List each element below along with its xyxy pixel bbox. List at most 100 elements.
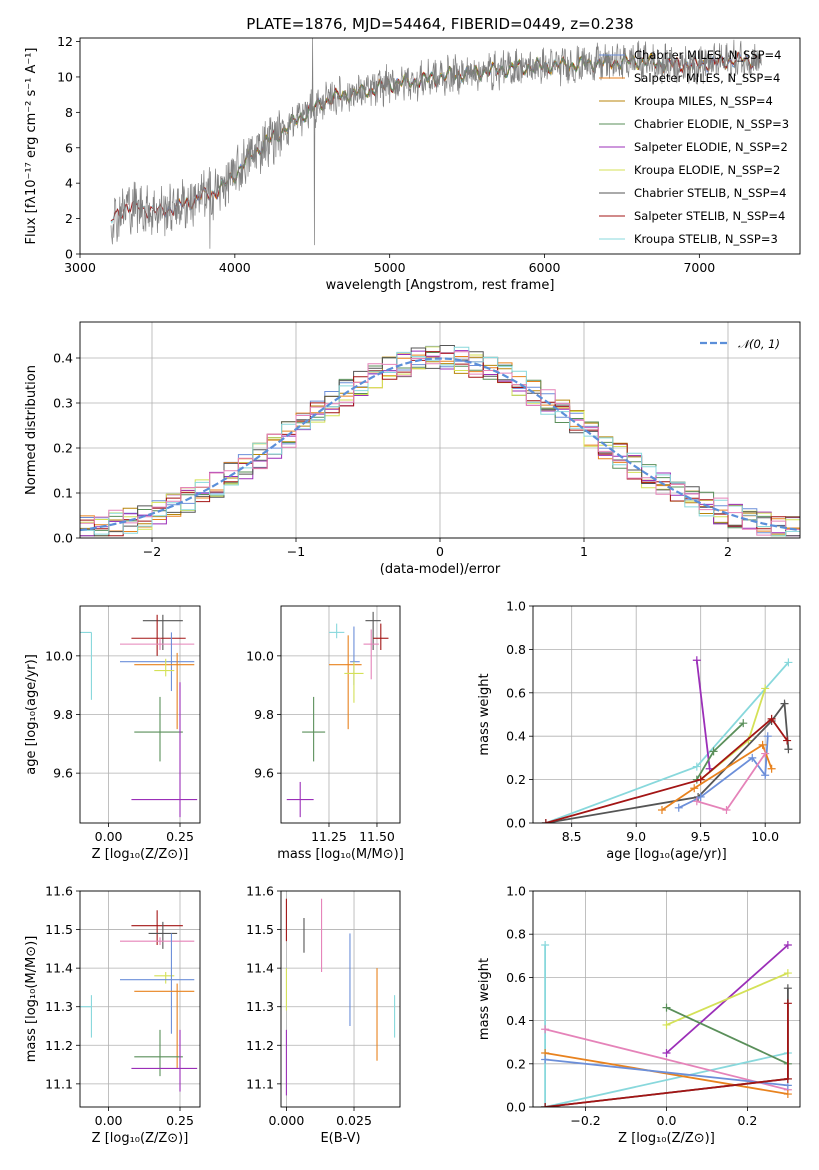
mass_age-panel: 11.25 11.50 9.6 9.8 10.0 mass [log₁₀(M/M⊙)] — [246, 605, 404, 862]
x-tick-label: 4000 — [219, 260, 251, 275]
weight-marker — [692, 656, 701, 665]
x-tick-label: 6000 — [529, 260, 561, 275]
x-tick-label: 0.00 — [95, 1113, 123, 1128]
x-tick-label: 9.0 — [626, 829, 646, 844]
data-point-chabrier-miles — [120, 632, 195, 692]
x-axis-label: Z [log₁₀(Z/Z⊙)] — [92, 1131, 189, 1146]
weight-marker — [739, 719, 748, 728]
y-tick-label: 0.2 — [506, 772, 526, 787]
y-tick-label: 10.0 — [45, 648, 73, 663]
y-tick-label: 11.2 — [45, 1038, 73, 1053]
weight-line-chabrier-stelib — [545, 701, 790, 823]
axes-frame — [532, 605, 801, 824]
ebv_mass-panel: 0.000 0.025 11.1 11.2 11.3 11.4 11.5 11.6 E(B-V) — [246, 884, 401, 1146]
y-tick-label: 11.3 — [246, 999, 274, 1014]
x-tick-label: 1 — [580, 544, 588, 559]
x-axis-label: (data-model)/error — [380, 562, 501, 577]
x-tick-label: −0.2 — [570, 1113, 600, 1128]
weight-marker — [758, 740, 767, 749]
weight-marker — [763, 732, 772, 741]
data-point-salpeter-stelib — [373, 623, 389, 650]
weight-marker — [784, 745, 793, 754]
y-tick-label: 0.4 — [53, 351, 73, 366]
weight-marker — [692, 797, 701, 806]
y-tick-label: 11.6 — [246, 884, 274, 899]
weight-line-pink — [544, 1028, 789, 1091]
weight-line-salpeter-miles — [661, 743, 773, 811]
residuals-panel: −2 −1 0 1 2 0.0 0.1 0.2 0.3 0.4 (data-model)/error… — [24, 321, 801, 577]
x-tick-label: 9.5 — [691, 829, 711, 844]
plot-area — [286, 611, 389, 818]
spectrum-panel: 3000 4000 5000 6000 7000 0 2 4 6 8 10 12 wavelength … — [24, 15, 801, 293]
weight-marker — [748, 753, 757, 762]
weight-marker — [541, 819, 550, 823]
weight-marker — [761, 684, 770, 693]
plot-area — [80, 614, 198, 818]
plot-area — [541, 941, 792, 1107]
axes-frame — [79, 890, 201, 1108]
weight-marker — [761, 749, 770, 758]
x-tick-label: 0.2 — [737, 1113, 757, 1128]
y-tick-label: 11.5 — [45, 922, 73, 937]
data-point-kroupa-stelib — [328, 623, 345, 639]
y-tick-label: 0.4 — [506, 1013, 526, 1028]
plot-area — [541, 656, 793, 823]
data-point-salpeter-elodie — [131, 1029, 198, 1092]
x-tick-label: −2 — [143, 544, 161, 559]
x-tick-label: −1 — [287, 544, 305, 559]
y-axis-label: age [log₁₀(age/yr)] — [24, 654, 39, 775]
weight-marker — [662, 1049, 671, 1057]
data-point-salpeter-miles — [134, 652, 195, 730]
x-tick-label: 0.25 — [166, 829, 194, 844]
y-tick-label: 8 — [65, 105, 73, 120]
y-tick-label: 11.1 — [45, 1076, 73, 1091]
y-tick-label: 0.8 — [506, 642, 526, 657]
y-tick-label: 6 — [65, 140, 73, 155]
data-point-chabrier-miles — [120, 933, 195, 1034]
axes-frame — [79, 605, 201, 824]
legend-entry-chabrier-elodie: Chabrier ELODIE, N_SSP=3 — [634, 117, 789, 131]
plot-area — [80, 910, 198, 1092]
y-tick-label: 0.0 — [506, 816, 526, 831]
weight-marker — [767, 714, 776, 723]
weight-marker — [541, 941, 550, 949]
data-point-pink — [120, 638, 195, 650]
normal-distribution-curve — [80, 357, 798, 532]
axes-frame — [532, 890, 801, 1108]
weight-line-kroupa-elodie — [666, 972, 789, 1026]
axes-frame — [280, 890, 401, 1108]
weight-marker — [541, 1055, 550, 1064]
y-tick-label: 0.0 — [506, 1100, 526, 1115]
plot-area — [80, 345, 800, 537]
x-axis-label: age [log₁₀(age/yr)] — [606, 847, 727, 862]
data-point-chabrier-stelib — [142, 614, 183, 650]
y-tick-label: 11.5 — [246, 922, 274, 937]
x-tick-label: 3000 — [64, 260, 96, 275]
weight-line-chabrier-elodie — [666, 1006, 789, 1065]
data-point-salpeter-miles — [328, 635, 362, 730]
weight-marker — [780, 699, 789, 708]
observed-spectrum-line — [110, 38, 762, 249]
y-tick-label: 12 — [57, 34, 73, 49]
x-axis-label: E(B-V) — [320, 1131, 360, 1146]
y-tick-label: 0.6 — [506, 685, 526, 700]
weight-marker — [767, 764, 776, 773]
y-tick-label: 9.8 — [254, 707, 274, 722]
histogram-salpeter-stelib — [80, 351, 800, 537]
plot-area — [110, 38, 762, 249]
y-tick-label: 0.8 — [506, 927, 526, 942]
weight-marker — [696, 775, 705, 784]
y-tick-label: 11.1 — [246, 1076, 274, 1091]
weight-line-kroupa-stelib — [544, 945, 789, 1107]
weight-line-kroupa-stelib — [545, 661, 790, 823]
weight-marker — [541, 1103, 550, 1107]
legend-entry-kroupa-elodie: Kroupa ELODIE, N_SSP=2 — [634, 163, 780, 177]
y-tick-label: 0.3 — [53, 396, 73, 411]
data-point-chabrier-elodie — [302, 696, 326, 762]
y-tick-label: 1.0 — [506, 599, 526, 614]
weight-marker — [690, 784, 699, 793]
weight-line-salpeter-miles — [544, 1052, 789, 1095]
y-tick-label: 0.2 — [53, 441, 73, 456]
weight-marker — [783, 1090, 792, 1099]
